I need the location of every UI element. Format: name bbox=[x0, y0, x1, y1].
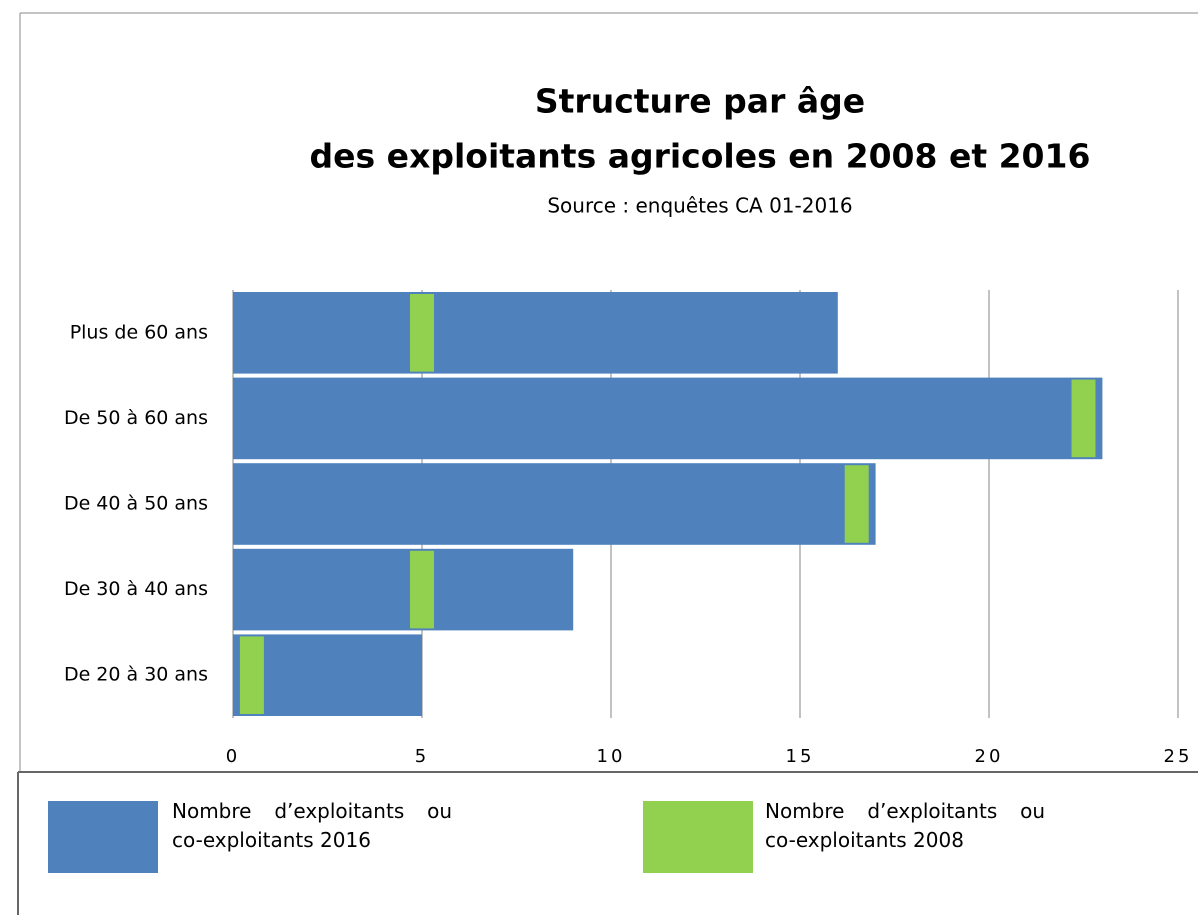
legend-swatch bbox=[643, 801, 753, 873]
bar bbox=[233, 463, 876, 545]
bar bbox=[233, 377, 1103, 460]
chart-title: des exploitants agricoles en 2008 et 201… bbox=[310, 137, 1091, 176]
x-tick-label: 15 bbox=[786, 746, 815, 767]
marker bbox=[239, 636, 264, 714]
marker bbox=[844, 465, 869, 543]
chart-subtitle: Source : enquêtes CA 01-2016 bbox=[547, 194, 852, 218]
bar bbox=[233, 292, 838, 374]
x-tick-label: 20 bbox=[975, 746, 1004, 767]
y-tick-label: De 30 à 40 ans bbox=[64, 578, 208, 600]
x-tick-label: 0 bbox=[226, 746, 240, 767]
x-tick-label: 25 bbox=[1164, 746, 1193, 767]
marker bbox=[410, 294, 434, 372]
bar bbox=[233, 634, 422, 716]
marker bbox=[1071, 379, 1096, 458]
y-tick-label: De 50 à 60 ans bbox=[64, 407, 208, 429]
x-tick-label: 10 bbox=[597, 746, 626, 767]
y-tick-label: De 20 à 30 ans bbox=[64, 664, 208, 686]
legend-swatch bbox=[48, 801, 158, 873]
legend-label: Nombre d’exploitants ou co-exploitants 2… bbox=[172, 799, 452, 852]
bar bbox=[233, 548, 574, 631]
y-tick-label: Plus de 60 ans bbox=[70, 321, 208, 343]
legend-label: Nombre d’exploitants ou co-exploitants 2… bbox=[765, 799, 1045, 852]
marker bbox=[410, 550, 434, 629]
x-tick-label: 5 bbox=[415, 746, 429, 767]
chart-title: Structure par âge bbox=[535, 82, 865, 121]
y-tick-label: De 40 à 50 ans bbox=[64, 493, 208, 515]
